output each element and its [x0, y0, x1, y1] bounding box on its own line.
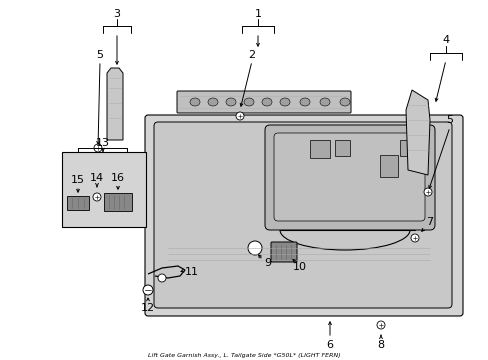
Text: 13: 13 — [96, 138, 110, 148]
Ellipse shape — [299, 98, 309, 106]
Bar — [104, 193, 132, 211]
Ellipse shape — [225, 98, 236, 106]
Text: 6: 6 — [326, 340, 333, 350]
Circle shape — [376, 321, 384, 329]
Text: 12: 12 — [141, 303, 155, 313]
Circle shape — [423, 188, 431, 196]
Text: Lift Gate Garnish Assy., L. Tailgate Side *G50L* (LIGHT FERN): Lift Gate Garnish Assy., L. Tailgate Sid… — [147, 353, 340, 358]
Polygon shape — [405, 90, 429, 175]
Polygon shape — [107, 68, 123, 140]
FancyBboxPatch shape — [145, 115, 462, 316]
Text: 8: 8 — [377, 340, 384, 350]
Circle shape — [94, 144, 102, 152]
Bar — [334, 140, 349, 156]
Circle shape — [236, 112, 244, 120]
Ellipse shape — [319, 98, 329, 106]
FancyBboxPatch shape — [270, 242, 296, 262]
Ellipse shape — [244, 98, 253, 106]
Circle shape — [247, 241, 262, 255]
Text: 5: 5 — [446, 115, 452, 125]
Ellipse shape — [339, 98, 349, 106]
Circle shape — [93, 193, 101, 201]
Circle shape — [158, 274, 165, 282]
Text: 15: 15 — [71, 175, 85, 185]
FancyBboxPatch shape — [177, 91, 350, 113]
Text: 4: 4 — [442, 35, 448, 45]
Text: 1: 1 — [254, 9, 261, 19]
Text: 5: 5 — [96, 50, 103, 60]
Circle shape — [142, 285, 153, 295]
Bar — [399, 140, 414, 156]
FancyBboxPatch shape — [154, 122, 451, 308]
Ellipse shape — [207, 98, 218, 106]
Text: 9: 9 — [264, 258, 271, 268]
Ellipse shape — [262, 98, 271, 106]
Bar — [379, 155, 397, 177]
Text: 7: 7 — [426, 217, 433, 227]
FancyBboxPatch shape — [273, 133, 424, 221]
Bar — [309, 140, 329, 158]
FancyBboxPatch shape — [264, 125, 434, 230]
Bar — [67, 196, 89, 210]
Text: 11: 11 — [184, 267, 199, 277]
Circle shape — [410, 234, 418, 242]
Text: 2: 2 — [248, 50, 255, 60]
Text: 14: 14 — [90, 173, 104, 183]
Ellipse shape — [280, 98, 289, 106]
Text: 3: 3 — [113, 9, 120, 19]
Ellipse shape — [190, 98, 200, 106]
Text: 16: 16 — [111, 173, 125, 183]
Bar — [62, 152, 146, 227]
Text: 10: 10 — [292, 262, 306, 272]
